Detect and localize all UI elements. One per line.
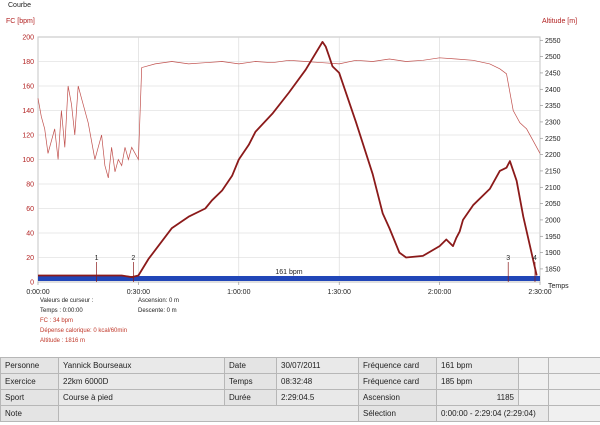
x-tick-label: 1:30:00 (328, 289, 351, 296)
marker-label: 1 (95, 255, 99, 262)
marker-label: 4 (533, 255, 537, 262)
label-hr-avg: Fréquence card (358, 357, 437, 374)
cursor-ascension: Ascension: 0 m (138, 298, 180, 304)
value-temps: 08:32:48 (276, 373, 359, 390)
left-axis-title: FC [bpm] (6, 18, 35, 25)
y-left-tick-label: 80 (26, 182, 34, 189)
y-right-tick-label: 2550 (545, 38, 561, 45)
value-sport: Course à pied (58, 389, 225, 406)
y-left-tick-label: 0 (30, 280, 34, 287)
y-left-tick-label: 120 (22, 133, 34, 140)
value-exercice: 22km 6000D (58, 373, 225, 390)
y-right-tick-label: 1850 (545, 266, 561, 273)
cursor-descente: Descente: 0 m (138, 308, 177, 314)
series-layer: 161 bpm 1 2 3 4 (37, 41, 541, 282)
value-ascension: 1185 (436, 389, 519, 406)
label-sport: Sport (0, 389, 59, 406)
label-note: Note (0, 405, 59, 422)
y-left-tick-label: 20 (26, 255, 34, 262)
y-right-tick-label: 1900 (545, 250, 561, 257)
label-date: Date (224, 357, 277, 374)
y-left-tick-label: 40 (26, 231, 34, 238)
cursor-fc: FC : 34 bpm (40, 318, 74, 324)
cursor-readout: Valeurs de curseur : Temps : 0:00:00 FC … (40, 296, 127, 346)
y-right-tick-label: 2450 (545, 70, 561, 77)
x-tick-label: 0:30:00 (127, 289, 150, 296)
y-right-tick-label: 2200 (545, 152, 561, 159)
series-line-fc (37, 57, 541, 178)
right-axis-title: Altitude [m] (542, 18, 578, 25)
x-tick-label: 2:00:00 (428, 289, 451, 296)
grid (37, 36, 541, 283)
table-row: Exercice 22km 6000D Temps 08:32:48 Fréqu… (0, 373, 600, 390)
y-right-tick-label: 2150 (545, 168, 561, 175)
y-right-tick-label: 2300 (545, 119, 561, 126)
empty-cell (518, 357, 549, 374)
series-line-altitude (38, 41, 538, 278)
value-note[interactable] (58, 405, 359, 422)
y-left-tick-label: 100 (22, 157, 34, 164)
cursor-time: Temps : 0:00:00 (40, 308, 83, 314)
selection-bar (38, 276, 540, 281)
table-row: Note Sélection 0:00:00 - 2:29:04 (2:29:0… (0, 405, 600, 422)
table-row: Sport Course à pied Durée 2:29:04.5 Asce… (0, 389, 600, 406)
y-left-tick-label: 60 (26, 206, 34, 213)
label-duree: Durée (224, 389, 277, 406)
x-axis-title: Temps (548, 283, 569, 290)
series-label: 161 bpm (275, 269, 302, 276)
marker-label: 3 (506, 255, 510, 262)
y-left-tick-label: 160 (22, 84, 34, 91)
y-right-tick-label: 2250 (545, 136, 561, 143)
ticks: 0 20 40 60 80 100 120 140 160 180 200 1850 1900 1950 2… (22, 35, 560, 297)
cursor-altitude: Altitude : 1816 m (40, 338, 86, 344)
y-right-tick-label: 2400 (545, 87, 561, 94)
label-ascension: Ascension (358, 389, 437, 406)
value-personne: Yannick Bourseaux (58, 357, 225, 374)
x-tick-label: 0:00:00 (26, 289, 49, 296)
value-duree: 2:29:04.5 (276, 389, 359, 406)
marker-label: 2 (131, 255, 135, 262)
value-date: 30/07/2011 (276, 357, 359, 374)
label-exercice: Exercice (0, 373, 59, 390)
y-left-tick-label: 140 (22, 108, 34, 115)
table-row: Personne Yannick Bourseaux Date 30/07/20… (0, 357, 600, 374)
value-selection: 0:00:00 - 2:29:04 (2:29:04) (436, 405, 549, 422)
value-hr-max: 185 bpm (436, 373, 519, 390)
x-tick-label: 2:30:00 (528, 289, 551, 296)
label-hr-max: Fréquence card (358, 373, 437, 390)
y-right-tick-label: 2100 (545, 185, 561, 192)
y-right-tick-label: 2000 (545, 217, 561, 224)
value-hr-avg: 161 bpm (436, 357, 519, 374)
empty-cell (548, 373, 600, 390)
y-left-tick-label: 180 (22, 59, 34, 66)
x-tick-label: 1:00:00 (227, 289, 250, 296)
y-right-tick-label: 1950 (545, 234, 561, 241)
window-title: Courbe (8, 2, 31, 9)
session-info-table: Personne Yannick Bourseaux Date 30/07/20… (0, 357, 600, 422)
empty-cell (518, 389, 549, 406)
label-personne: Personne (0, 357, 59, 374)
y-right-tick-label: 2050 (545, 201, 561, 208)
y-left-tick-label: 200 (22, 35, 34, 42)
empty-cell (518, 373, 549, 390)
empty-cell (548, 357, 600, 374)
label-temps: Temps (224, 373, 277, 390)
empty-cell (548, 405, 600, 422)
y-right-tick-label: 2350 (545, 103, 561, 110)
label-selection: Sélection (358, 405, 437, 422)
cursor-values-label: Valeurs de curseur : (40, 298, 94, 304)
cursor-calories: Dépense calorique: 0 kcal/60min (40, 328, 128, 334)
y-right-tick-label: 2500 (545, 54, 561, 61)
empty-cell (548, 389, 600, 406)
elevation-readout: Ascension: 0 m Descente: 0 m (138, 296, 179, 316)
